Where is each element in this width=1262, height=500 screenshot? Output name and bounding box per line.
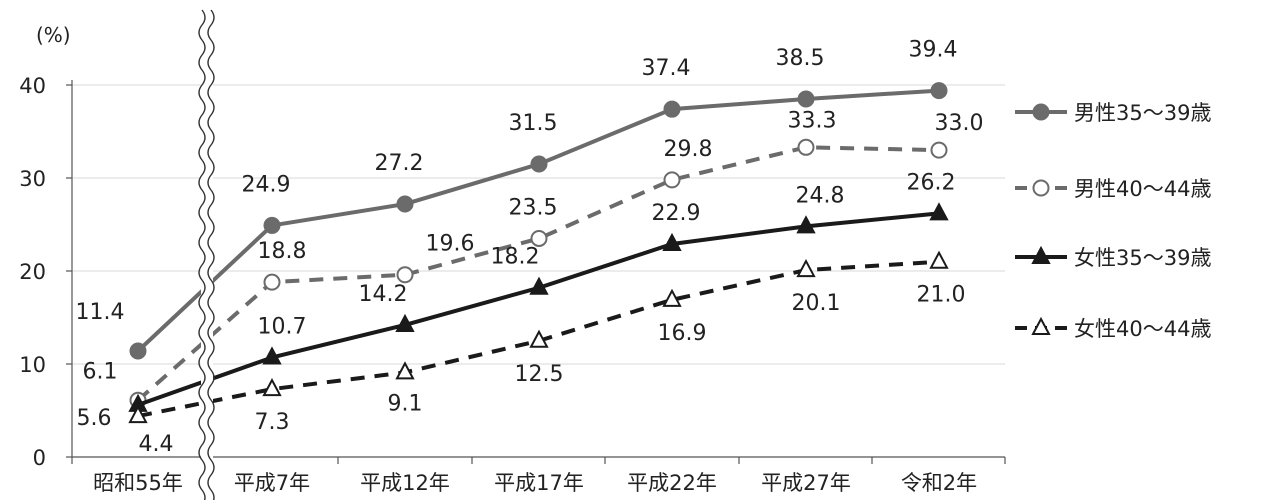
data-labels: 11.4 24.9 27.2 31.5 37.4 38.5 39.4 6.1 18.8 19.6 2… bbox=[76, 38, 984, 457]
data-label: 16.9 bbox=[658, 321, 707, 346]
data-label: 12.5 bbox=[515, 362, 564, 387]
data-label: 37.4 bbox=[642, 56, 691, 81]
y-axis-label: (%) bbox=[36, 23, 71, 47]
data-point-marker bbox=[929, 202, 949, 221]
data-label: 39.4 bbox=[909, 38, 958, 63]
y-tick-label: 20 bbox=[19, 260, 46, 284]
data-label: 24.9 bbox=[242, 172, 291, 197]
legend-marker bbox=[1031, 316, 1051, 335]
axis-break-line bbox=[207, 9, 215, 500]
data-label: 11.4 bbox=[76, 300, 125, 325]
data-point-marker bbox=[662, 232, 682, 252]
legend-label: 女性35～39歳 bbox=[1074, 246, 1211, 270]
data-point-marker bbox=[529, 276, 549, 295]
series-2 bbox=[129, 138, 948, 409]
legend-item: 女性35～39歳 bbox=[1015, 245, 1211, 270]
y-tick-label: 0 bbox=[33, 446, 46, 470]
legend-label: 男性35～39歳 bbox=[1074, 101, 1211, 125]
series-3 bbox=[128, 202, 949, 412]
x-tick-label: 平成22年 bbox=[627, 471, 717, 495]
data-point-marker bbox=[930, 82, 948, 100]
gridlines bbox=[72, 84, 1005, 365]
data-label: 21.0 bbox=[917, 283, 966, 308]
data-point-marker bbox=[796, 215, 816, 234]
data-label: 33.0 bbox=[935, 111, 984, 136]
data-point-marker bbox=[663, 100, 681, 118]
data-point-marker bbox=[663, 171, 681, 189]
data-label: 4.4 bbox=[139, 432, 174, 457]
legend-marker bbox=[1032, 103, 1050, 121]
series-4 bbox=[128, 250, 949, 424]
data-label: 18.2 bbox=[491, 245, 540, 270]
data-label: 38.5 bbox=[776, 46, 825, 71]
axis-break-line bbox=[198, 9, 206, 500]
x-tick-label: 平成27年 bbox=[761, 471, 851, 495]
axis-break-gap bbox=[201, 8, 213, 500]
legend-marker bbox=[1032, 179, 1050, 197]
data-label: 23.5 bbox=[509, 195, 558, 220]
x-tick-label: 平成17年 bbox=[494, 471, 584, 495]
data-label: 6.1 bbox=[83, 359, 118, 384]
data-label: 20.1 bbox=[792, 291, 841, 316]
y-tick-labels: 0 10 20 30 40 bbox=[19, 74, 46, 470]
data-point-marker bbox=[263, 216, 281, 234]
data-point-marker bbox=[930, 141, 948, 159]
data-label: 27.2 bbox=[375, 151, 424, 176]
data-point-marker bbox=[530, 155, 548, 173]
data-label: 29.8 bbox=[664, 137, 713, 162]
data-point-marker bbox=[796, 258, 816, 278]
x-tick-label: 平成7年 bbox=[234, 471, 310, 495]
y-tick-label: 30 bbox=[19, 167, 46, 191]
data-label: 26.2 bbox=[907, 170, 956, 195]
legend-label: 女性40～44歳 bbox=[1074, 317, 1211, 341]
x-tick-labels: 昭和55年 平成7年 平成12年 平成17年 平成22年 平成27年 令和2年 bbox=[93, 471, 977, 495]
data-label: 24.8 bbox=[796, 183, 845, 208]
data-point-marker bbox=[529, 329, 549, 348]
data-point-marker bbox=[396, 266, 414, 284]
data-label: 9.1 bbox=[388, 391, 423, 416]
data-point-marker bbox=[530, 229, 548, 247]
axes bbox=[66, 80, 1006, 464]
data-point-marker bbox=[262, 377, 282, 397]
data-point-marker bbox=[662, 288, 682, 307]
data-point-marker bbox=[263, 273, 281, 291]
y-tick-label: 10 bbox=[19, 353, 46, 377]
data-point-marker bbox=[128, 404, 148, 424]
data-label: 33.3 bbox=[788, 108, 837, 133]
data-label: 5.6 bbox=[77, 406, 112, 431]
series-group bbox=[128, 82, 949, 424]
data-label: 31.5 bbox=[509, 111, 558, 136]
data-point-marker bbox=[396, 195, 414, 213]
y-tick-label: 40 bbox=[19, 74, 46, 98]
x-tick-label: 令和2年 bbox=[901, 471, 977, 495]
data-label: 19.6 bbox=[426, 232, 475, 257]
legend-item: 女性40～44歳 bbox=[1015, 316, 1211, 341]
series-1 bbox=[129, 82, 948, 360]
x-tick-label: 平成12年 bbox=[360, 471, 450, 495]
data-point-marker bbox=[929, 250, 949, 269]
legend-item: 男性35～39歳 bbox=[1015, 101, 1211, 125]
data-label: 22.9 bbox=[652, 201, 701, 226]
data-label: 14.2 bbox=[359, 282, 408, 307]
legend-item: 男性40～44歳 bbox=[1015, 177, 1211, 201]
data-point-marker bbox=[395, 361, 415, 380]
data-point-marker bbox=[129, 342, 147, 360]
x-tick-label: 昭和55年 bbox=[93, 471, 183, 495]
legend-label: 男性40～44歳 bbox=[1074, 177, 1211, 201]
data-point-marker bbox=[797, 90, 815, 108]
data-point-marker bbox=[395, 313, 415, 332]
data-point-marker bbox=[797, 138, 815, 156]
data-label: 18.8 bbox=[258, 239, 307, 264]
data-label: 10.7 bbox=[258, 314, 307, 339]
data-point-marker bbox=[262, 346, 282, 365]
axis-break bbox=[198, 8, 215, 500]
data-label: 7.3 bbox=[255, 410, 290, 435]
legend-marker bbox=[1031, 245, 1051, 264]
